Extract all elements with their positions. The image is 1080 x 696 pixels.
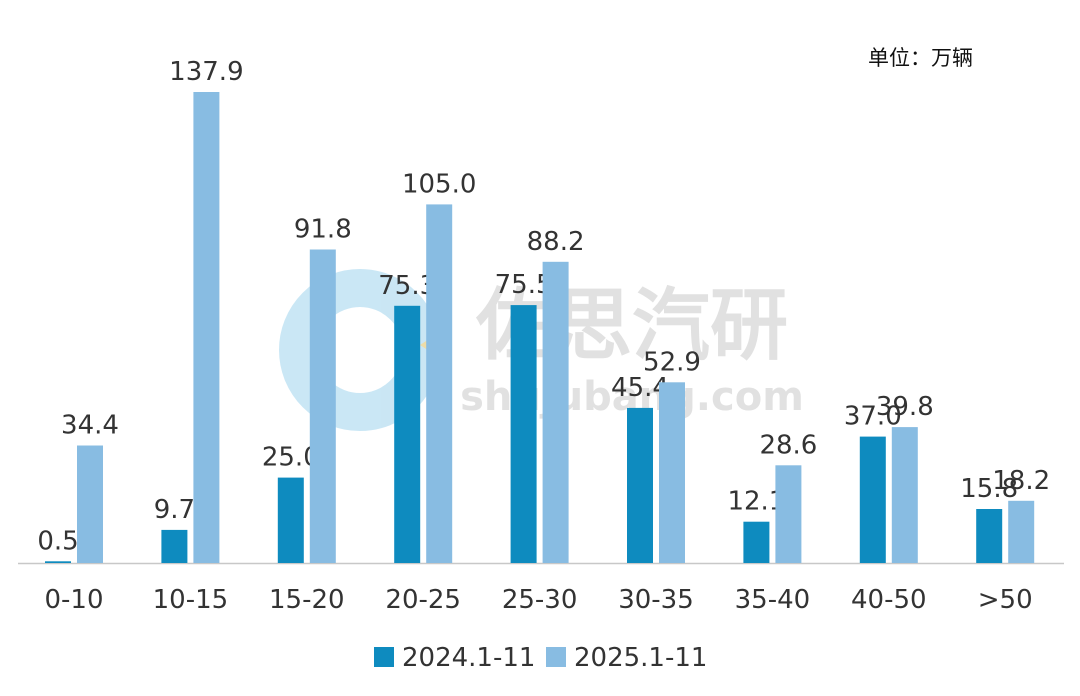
bar-2025-10-15 bbox=[193, 92, 220, 563]
data-label: 91.8 bbox=[294, 215, 352, 245]
data-label: 52.9 bbox=[643, 347, 701, 377]
data-label: 18.2 bbox=[992, 466, 1050, 496]
x-tick-label: 35-40 bbox=[735, 585, 811, 615]
data-label: 0.5 bbox=[37, 526, 78, 556]
legend-swatch-2024 bbox=[374, 647, 394, 667]
x-tick-label: >50 bbox=[978, 585, 1033, 615]
bar-2025-30-35 bbox=[659, 382, 685, 563]
data-label: 137.9 bbox=[169, 57, 243, 87]
x-tick-label: 25-30 bbox=[502, 585, 578, 615]
legend-label: 2025.1-11 bbox=[574, 643, 707, 673]
x-tick-label: 40-50 bbox=[851, 585, 927, 615]
data-label: 9.7 bbox=[154, 495, 195, 525]
bar-2024-10-15 bbox=[161, 529, 188, 563]
bar-2024-25-30 bbox=[510, 305, 537, 563]
data-label: 105.0 bbox=[402, 169, 476, 199]
bar-2024-35-40 bbox=[743, 521, 770, 563]
bar-2025->50 bbox=[1008, 500, 1035, 563]
data-label: 88.2 bbox=[527, 227, 585, 257]
bar-2025-35-40 bbox=[775, 465, 802, 563]
bar-2024-20-25 bbox=[394, 305, 421, 563]
unit-label: 单位：万辆 bbox=[868, 46, 973, 70]
bar-2025-40-50 bbox=[891, 427, 918, 563]
bar-2025-15-20 bbox=[309, 249, 336, 563]
bar-2024-40-50 bbox=[859, 436, 886, 563]
x-tick-label: 0-10 bbox=[44, 585, 103, 615]
bar-2024-0-10 bbox=[45, 561, 71, 563]
bar-2025-25-30 bbox=[542, 261, 569, 563]
legend-swatch-2025 bbox=[546, 647, 566, 667]
legend-label: 2024.1-11 bbox=[402, 643, 535, 673]
x-tick-label: 20-25 bbox=[385, 585, 461, 615]
data-label: 15.8 bbox=[960, 474, 1018, 504]
data-label: 37.0 bbox=[844, 402, 902, 432]
data-label: 39.8 bbox=[876, 392, 934, 422]
bar-2024->50 bbox=[976, 509, 1003, 563]
data-label: 34.4 bbox=[61, 411, 119, 441]
bar-2024-15-20 bbox=[277, 477, 304, 563]
x-tick-label: 30-35 bbox=[618, 585, 694, 615]
bar-2024-30-35 bbox=[627, 407, 653, 563]
bar-2025-0-10 bbox=[77, 445, 103, 563]
data-label: 28.6 bbox=[759, 430, 817, 460]
x-tick-label: 10-15 bbox=[153, 585, 229, 615]
bar-2025-20-25 bbox=[426, 204, 453, 563]
x-tick-label: 15-20 bbox=[269, 585, 345, 615]
